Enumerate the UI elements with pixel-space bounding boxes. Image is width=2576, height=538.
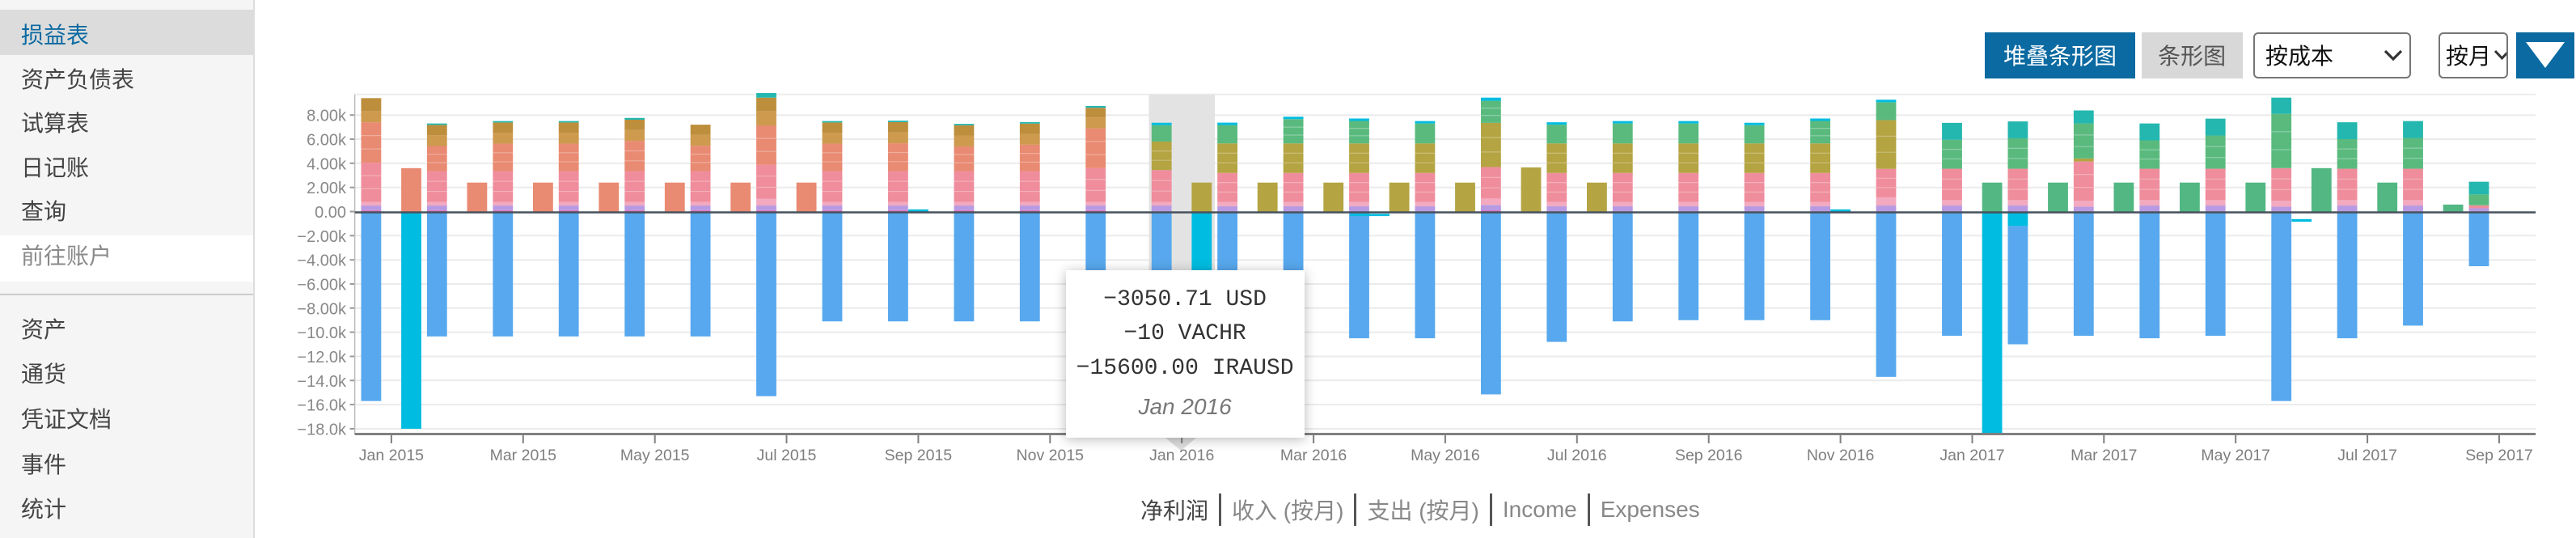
svg-text:May 2016: May 2016: [1411, 447, 1480, 464]
svg-text:Sep 2016: Sep 2016: [1675, 447, 1743, 464]
svg-text:Mar 2015: Mar 2015: [490, 447, 557, 464]
svg-text:Mar 2017: Mar 2017: [2071, 447, 2137, 464]
svg-text:Jan 2015: Jan 2015: [359, 447, 424, 464]
svg-text:Jan 2017: Jan 2017: [1939, 447, 2004, 464]
svg-text:−4.00k: −4.00k: [297, 252, 347, 270]
svg-text:−2.00k: −2.00k: [297, 228, 347, 246]
svg-text:−8.00k: −8.00k: [297, 300, 347, 318]
svg-text:Jul 2017: Jul 2017: [2337, 447, 2397, 464]
svg-text:Sep 2015: Sep 2015: [885, 447, 953, 464]
svg-text:−16.0k: −16.0k: [297, 397, 347, 415]
svg-text:Mar 2016: Mar 2016: [1280, 447, 1347, 464]
svg-text:−6.00k: −6.00k: [297, 277, 347, 294]
svg-text:May 2015: May 2015: [620, 447, 690, 464]
svg-text:6.00k: 6.00k: [307, 132, 347, 150]
svg-text:4.00k: 4.00k: [307, 155, 347, 173]
svg-text:Jul 2016: Jul 2016: [1547, 447, 1607, 464]
svg-text:Nov 2015: Nov 2015: [1017, 447, 1085, 464]
svg-text:Sep 2017: Sep 2017: [2465, 447, 2533, 464]
svg-text:−18.0k: −18.0k: [297, 422, 347, 439]
svg-text:May 2017: May 2017: [2201, 447, 2270, 464]
svg-text:8.00k: 8.00k: [307, 108, 347, 125]
svg-text:2.00k: 2.00k: [307, 180, 347, 197]
svg-text:0.00: 0.00: [315, 204, 346, 222]
svg-text:Jul 2015: Jul 2015: [757, 447, 817, 464]
svg-text:−14.0k: −14.0k: [297, 373, 347, 391]
svg-text:−10.0k: −10.0k: [297, 324, 347, 342]
svg-text:Jan 2016: Jan 2016: [1149, 447, 1214, 464]
svg-text:−12.0k: −12.0k: [297, 349, 347, 366]
svg-text:Nov 2016: Nov 2016: [1807, 447, 1874, 464]
